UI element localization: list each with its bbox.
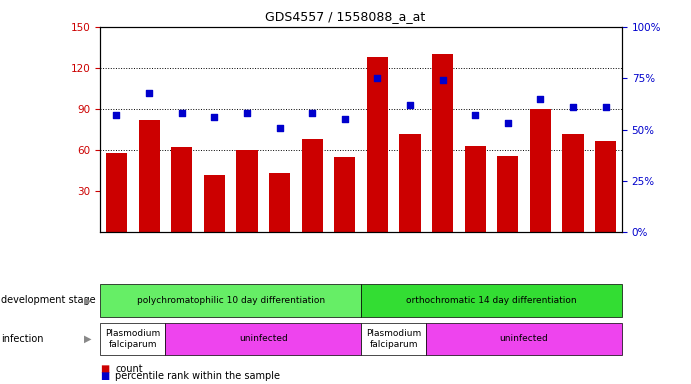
Point	[535, 96, 546, 102]
Point	[470, 112, 481, 118]
Bar	[562, 134, 584, 232]
Bar	[171, 147, 192, 232]
Bar	[236, 150, 258, 232]
Text: Plasmodium
falciparum: Plasmodium falciparum	[366, 329, 422, 349]
Text: ■: ■	[100, 364, 109, 374]
Point	[241, 110, 252, 116]
Bar	[301, 139, 323, 232]
Text: Plasmodium
falciparum: Plasmodium falciparum	[105, 329, 160, 349]
Bar	[204, 175, 225, 232]
Point	[600, 104, 611, 110]
Point	[111, 112, 122, 118]
Bar	[367, 57, 388, 232]
Bar	[595, 141, 616, 232]
Bar	[432, 54, 453, 232]
Point	[307, 110, 318, 116]
Point	[144, 89, 155, 96]
Point	[437, 77, 448, 83]
Point	[404, 102, 415, 108]
Point	[372, 75, 383, 81]
Text: polychromatophilic 10 day differentiation: polychromatophilic 10 day differentiatio…	[137, 296, 325, 305]
Point	[209, 114, 220, 120]
Text: GDS4557 / 1558088_a_at: GDS4557 / 1558088_a_at	[265, 10, 426, 23]
Bar	[334, 157, 355, 232]
Text: percentile rank within the sample: percentile rank within the sample	[115, 371, 281, 381]
Point	[567, 104, 578, 110]
Bar	[399, 134, 421, 232]
Text: ▶: ▶	[84, 334, 91, 344]
Bar	[464, 146, 486, 232]
Point	[502, 120, 513, 126]
Text: uninfected: uninfected	[239, 334, 287, 343]
Bar	[498, 156, 518, 232]
Bar	[106, 153, 127, 232]
Text: count: count	[115, 364, 143, 374]
Text: orthochromatic 14 day differentiation: orthochromatic 14 day differentiation	[406, 296, 577, 305]
Bar	[269, 174, 290, 232]
Point	[339, 116, 350, 122]
Text: uninfected: uninfected	[500, 334, 549, 343]
Bar	[138, 120, 160, 232]
Text: ■: ■	[100, 371, 109, 381]
Text: infection: infection	[1, 334, 44, 344]
Point	[176, 110, 187, 116]
Point	[274, 124, 285, 131]
Text: development stage: development stage	[1, 295, 96, 306]
Text: ▶: ▶	[84, 295, 91, 306]
Bar	[530, 109, 551, 232]
